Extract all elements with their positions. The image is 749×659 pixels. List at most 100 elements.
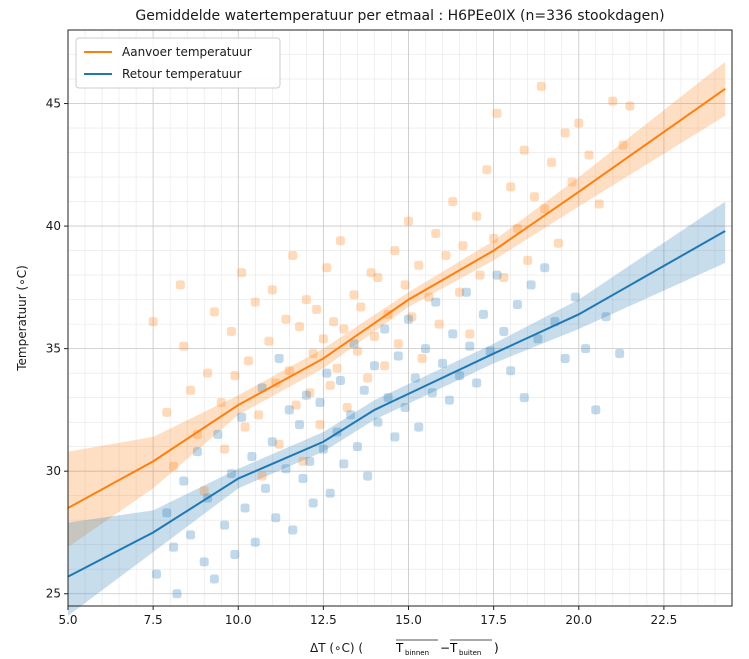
data-point-aanvoer xyxy=(356,302,366,312)
data-point-aanvoer xyxy=(441,250,451,260)
data-point-aanvoer xyxy=(404,216,414,226)
data-point-aanvoer xyxy=(530,192,540,202)
data-point-retour xyxy=(274,353,284,363)
data-point-aanvoer xyxy=(424,292,434,302)
data-point-aanvoer xyxy=(243,356,253,366)
data-point-retour xyxy=(267,437,277,447)
major-grid xyxy=(67,30,732,606)
data-point-aanvoer xyxy=(216,398,226,408)
legend-label-retour: Retour temperatuur xyxy=(122,67,242,81)
data-point-aanvoer xyxy=(369,331,379,341)
data-point-retour xyxy=(383,393,393,403)
data-point-aanvoer xyxy=(540,204,550,214)
data-point-retour xyxy=(179,476,189,486)
x-tick-label: 10.0 xyxy=(225,613,252,627)
data-point-retour xyxy=(169,542,179,552)
data-point-aanvoer xyxy=(492,108,502,118)
data-point-retour xyxy=(390,432,400,442)
data-point-aanvoer xyxy=(625,101,635,111)
data-point-retour xyxy=(448,329,458,339)
data-point-aanvoer xyxy=(472,211,482,221)
data-point-aanvoer xyxy=(186,385,196,395)
data-point-retour xyxy=(271,513,281,523)
data-point-aanvoer xyxy=(373,273,383,283)
data-point-aanvoer xyxy=(523,255,533,265)
data-point-aanvoer xyxy=(349,290,359,300)
chart-title: Gemiddelde watertemperatuur per etmaal :… xyxy=(135,8,664,24)
data-point-retour xyxy=(581,344,591,354)
data-point-aanvoer xyxy=(315,420,325,430)
data-point-aanvoer xyxy=(417,353,427,363)
data-point-retour xyxy=(465,341,475,351)
data-point-retour xyxy=(346,410,356,420)
data-point-retour xyxy=(431,297,441,307)
x-tick-label: 12.5 xyxy=(310,613,337,627)
data-point-aanvoer xyxy=(199,486,209,496)
data-point-retour xyxy=(444,395,454,405)
x-tick-label: 17.5 xyxy=(480,613,507,627)
x-axis-label-sub1: binnen xyxy=(405,649,429,657)
data-point-aanvoer xyxy=(499,273,509,283)
data-point-aanvoer xyxy=(519,145,529,155)
data-point-aanvoer xyxy=(618,140,628,150)
data-point-retour xyxy=(601,312,611,322)
data-point-aanvoer xyxy=(305,388,315,398)
data-point-aanvoer xyxy=(295,322,305,332)
data-point-retour xyxy=(335,376,345,386)
data-point-aanvoer xyxy=(288,250,298,260)
data-point-retour xyxy=(499,326,509,336)
data-point-retour xyxy=(186,530,196,540)
data-point-aanvoer xyxy=(220,444,230,454)
fit-lines xyxy=(67,88,726,578)
x-tick-label: 15.0 xyxy=(395,613,422,627)
data-point-aanvoer xyxy=(594,199,604,209)
x-axis-label: ΔT (∘C) ( T binnen − T buiten ) xyxy=(310,639,499,657)
y-axis-label: Temperatuur (∘C) xyxy=(15,265,29,372)
data-point-retour xyxy=(325,488,335,498)
plot-frame xyxy=(67,29,733,607)
data-point-retour xyxy=(247,451,257,461)
legend-label-aanvoer: Aanvoer temperatuur xyxy=(122,45,252,59)
data-point-retour xyxy=(339,459,349,469)
data-point-retour xyxy=(301,390,311,400)
data-point-aanvoer xyxy=(192,429,202,439)
data-point-aanvoer xyxy=(414,260,424,270)
data-point-aanvoer xyxy=(291,400,301,410)
x-tick-label: 20.0 xyxy=(565,613,592,627)
data-point-aanvoer xyxy=(226,326,236,336)
data-point-aanvoer xyxy=(363,373,373,383)
data-point-retour xyxy=(322,368,332,378)
data-point-aanvoer xyxy=(560,128,570,138)
data-point-aanvoer xyxy=(284,366,294,376)
data-point-aanvoer xyxy=(230,371,240,381)
data-point-aanvoer xyxy=(465,329,475,339)
data-point-aanvoer xyxy=(237,268,247,278)
data-point-retour xyxy=(363,471,373,481)
legend: Aanvoer temperatuur Retour temperatuur xyxy=(75,37,281,89)
data-point-retour xyxy=(349,339,359,349)
data-point-aanvoer xyxy=(482,165,492,175)
data-point-retour xyxy=(209,574,219,584)
data-point-retour xyxy=(404,314,414,324)
data-point-retour xyxy=(152,569,162,579)
data-point-retour xyxy=(427,388,437,398)
data-point-aanvoer xyxy=(431,228,441,238)
data-point-aanvoer xyxy=(448,197,458,207)
data-point-aanvoer xyxy=(322,263,332,273)
x-tick-label: 5.0 xyxy=(58,613,77,627)
data-point-retour xyxy=(472,378,482,388)
data-point-aanvoer xyxy=(339,324,349,334)
data-point-retour xyxy=(421,344,431,354)
legend-box xyxy=(75,37,281,89)
data-point-retour xyxy=(352,442,362,452)
data-point-retour xyxy=(410,373,420,383)
x-axis-label-T2: T xyxy=(449,641,458,655)
x-axis-label-sub2: buiten xyxy=(459,649,481,657)
data-point-retour xyxy=(455,371,465,381)
data-point-aanvoer xyxy=(162,407,172,417)
data-point-aanvoer xyxy=(264,336,274,346)
confidence-band-aanvoer xyxy=(68,61,726,548)
x-ticks: 5.0 7.5 10.0 12.5 15.0 17.5 20.0 22.5 xyxy=(58,606,677,627)
data-point-retour xyxy=(414,422,424,432)
